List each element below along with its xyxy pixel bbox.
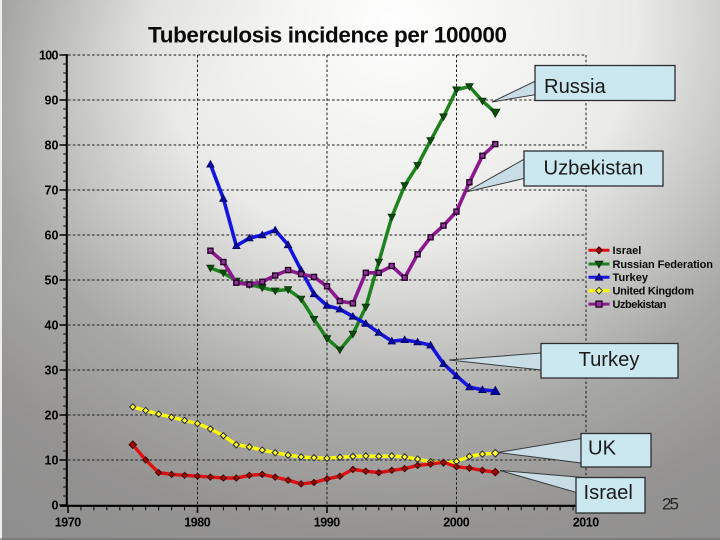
svg-text:Turkey: Turkey — [613, 272, 649, 284]
svg-text:0: 0 — [52, 498, 59, 512]
svg-text:Russian Federation: Russian Federation — [613, 259, 714, 271]
svg-text:40: 40 — [45, 318, 59, 332]
svg-text:Turkey: Turkey — [579, 349, 641, 371]
svg-text:80: 80 — [45, 138, 59, 152]
svg-text:Uzbekistan: Uzbekistan — [613, 299, 667, 311]
svg-text:30: 30 — [45, 363, 59, 377]
svg-text:Russia: Russia — [544, 76, 606, 98]
svg-text:60: 60 — [45, 228, 59, 242]
svg-text:20: 20 — [45, 408, 59, 422]
svg-text:2010: 2010 — [573, 516, 600, 530]
svg-text:10: 10 — [45, 453, 59, 467]
svg-text:UK: UK — [588, 438, 617, 460]
svg-text:1970: 1970 — [55, 516, 82, 530]
svg-text:50: 50 — [45, 273, 59, 287]
svg-text:2000: 2000 — [443, 516, 470, 530]
svg-text:25: 25 — [662, 495, 679, 514]
svg-text:Israel: Israel — [584, 482, 633, 504]
svg-text:Tuberculosis incidence per 100: Tuberculosis incidence per 100000 — [148, 23, 507, 48]
svg-text:United Kingdom: United Kingdom — [613, 286, 695, 298]
svg-text:70: 70 — [45, 183, 59, 197]
svg-text:90: 90 — [45, 93, 59, 107]
svg-text:Uzbekistan: Uzbekistan — [544, 158, 644, 180]
svg-text:100: 100 — [39, 48, 59, 62]
svg-text:1990: 1990 — [314, 516, 341, 530]
svg-text:1980: 1980 — [184, 516, 211, 530]
svg-text:Israel: Israel — [613, 245, 642, 257]
